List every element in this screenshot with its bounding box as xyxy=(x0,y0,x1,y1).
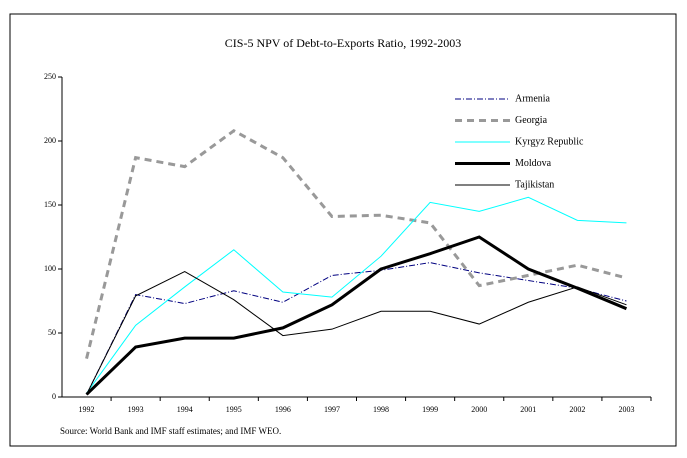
x-tick-label: 1999 xyxy=(422,405,438,414)
y-tick-label: 50 xyxy=(48,328,56,337)
legend-label: Kyrgyz Republic xyxy=(515,136,584,147)
series-line xyxy=(86,270,627,395)
x-tick-label: 2000 xyxy=(471,405,487,414)
chart-title: CIS-5 NPV of Debt-to-Exports Ratio, 1992… xyxy=(225,36,461,50)
legend-label: Moldova xyxy=(515,158,552,169)
x-tick-label: 1997 xyxy=(324,405,340,414)
x-tick-label: 1992 xyxy=(79,405,95,414)
y-tick-label: 200 xyxy=(44,136,56,145)
y-tick-label: 250 xyxy=(44,72,56,81)
series-line xyxy=(86,196,627,394)
y-tick-label: 0 xyxy=(52,392,56,401)
x-tick-label: 1994 xyxy=(177,405,193,414)
source-note: Source: World Bank and IMF staff estimat… xyxy=(60,426,281,436)
x-tick-label: 2001 xyxy=(520,405,536,414)
x-tick-label: 1996 xyxy=(275,405,291,414)
x-tick-label: 2003 xyxy=(618,405,634,414)
series-line xyxy=(86,262,627,395)
y-tick-label: 100 xyxy=(44,264,56,273)
x-tick-label: 1993 xyxy=(128,405,144,414)
y-tick-label: 150 xyxy=(44,200,56,209)
x-tick-label: 1995 xyxy=(226,405,242,414)
x-tick-label: 1998 xyxy=(373,405,389,414)
chart-frame xyxy=(9,13,677,447)
x-tick-label: 2002 xyxy=(569,405,585,414)
legend-label: Armenia xyxy=(515,93,551,104)
series-line xyxy=(85,235,628,396)
legend-label: Georgia xyxy=(515,115,548,126)
legend-label: Tajikistan xyxy=(515,179,554,190)
